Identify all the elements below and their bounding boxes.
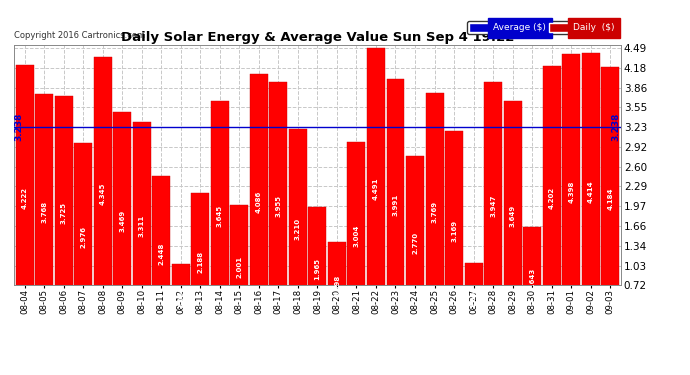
Bar [386,80,404,330]
Text: 4.345: 4.345 [99,183,106,205]
Bar [523,227,541,330]
Bar [35,93,53,330]
Text: Copyright 2016 Cartronics.com: Copyright 2016 Cartronics.com [14,31,145,40]
Text: 4.491: 4.491 [373,178,379,200]
Text: 3.311: 3.311 [139,215,145,237]
Bar [94,57,112,330]
Text: 4.202: 4.202 [549,187,555,209]
Text: 1.643: 1.643 [529,267,535,290]
Text: 1.398: 1.398 [334,275,340,297]
Text: 4.398: 4.398 [568,181,574,203]
Text: 3.769: 3.769 [431,201,437,223]
Bar [16,65,34,330]
Bar [211,101,229,330]
Bar [484,82,502,330]
Text: 2.448: 2.448 [158,242,164,264]
Bar [230,204,248,330]
Text: 1.059: 1.059 [178,286,184,308]
Text: 3.169: 3.169 [451,220,457,242]
Bar [601,68,619,330]
Text: 3.991: 3.991 [393,194,399,216]
Bar [504,101,522,330]
Text: 2.188: 2.188 [197,251,204,273]
Text: 3.947: 3.947 [490,195,496,217]
Text: 1.066: 1.066 [471,286,477,308]
Text: 4.414: 4.414 [588,180,593,203]
Text: 4.086: 4.086 [256,191,262,213]
Bar [562,54,580,330]
Bar [250,74,268,330]
Text: 4.222: 4.222 [21,187,28,209]
Text: 3.004: 3.004 [353,225,359,247]
Bar [132,122,150,330]
Text: 2.001: 2.001 [236,256,242,279]
Text: 4.184: 4.184 [607,188,613,210]
Text: 3.210: 3.210 [295,218,301,240]
Text: 3.238: 3.238 [14,112,23,141]
Bar [406,156,424,330]
Text: 3.238: 3.238 [612,112,621,141]
Legend: Average ($), Daily  ($): Average ($), Daily ($) [467,21,616,34]
Bar [426,93,444,330]
Text: 2.770: 2.770 [412,232,418,254]
Bar [289,129,307,330]
Text: 3.955: 3.955 [275,195,282,217]
Text: 3.645: 3.645 [217,205,223,227]
Text: 1.965: 1.965 [315,258,320,279]
Text: 3.649: 3.649 [510,204,515,227]
Bar [543,66,561,330]
Bar [152,176,170,330]
Title: Daily Solar Energy & Average Value Sun Sep 4 19:22: Daily Solar Energy & Average Value Sun S… [121,31,514,44]
Bar [191,193,209,330]
Bar [464,263,482,330]
Bar [445,131,463,330]
Bar [172,264,190,330]
Bar [55,96,72,330]
Bar [367,48,385,330]
Text: 3.725: 3.725 [61,202,67,224]
Bar [348,141,366,330]
Text: 2.976: 2.976 [80,226,86,248]
Bar [269,82,287,330]
Text: 3.469: 3.469 [119,210,125,232]
Bar [328,242,346,330]
Text: 3.768: 3.768 [41,201,47,223]
Bar [74,143,92,330]
Bar [113,112,131,330]
Bar [582,53,600,330]
Bar [308,207,326,330]
